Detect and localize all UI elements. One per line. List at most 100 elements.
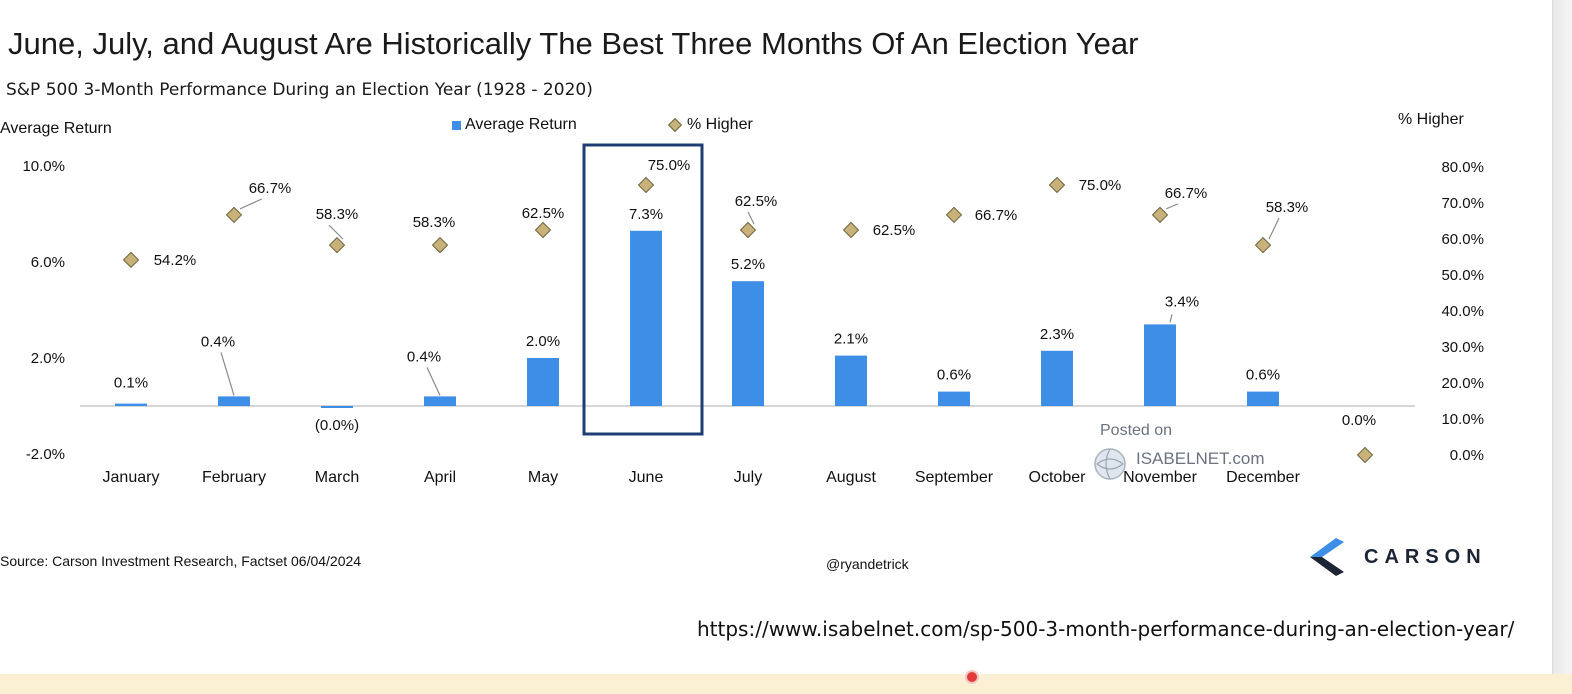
percent-higher-label: 75.0% bbox=[1079, 177, 1122, 194]
record-indicator-icon bbox=[965, 670, 979, 684]
percent-higher-marker bbox=[945, 206, 963, 224]
x-tick-label: November bbox=[1123, 469, 1197, 486]
bar-value-label: 0.6% bbox=[1246, 367, 1280, 384]
right-tick-label: 30.0% bbox=[1441, 339, 1484, 356]
average-return-bar bbox=[321, 406, 353, 408]
percent-higher-label: 0.0% bbox=[1342, 412, 1376, 429]
x-tick-label: December bbox=[1226, 469, 1300, 486]
average-return-bar bbox=[1144, 324, 1176, 406]
percent-higher-marker bbox=[225, 206, 243, 224]
right-tick-label: 60.0% bbox=[1441, 231, 1484, 248]
percent-higher-label: 75.0% bbox=[648, 157, 691, 174]
right-tick-label: 40.0% bbox=[1441, 303, 1484, 320]
left-tick-label: 2.0% bbox=[31, 350, 65, 367]
bar-value-label: 2.0% bbox=[526, 333, 560, 350]
legend-percent-higher: % Higher bbox=[667, 116, 753, 134]
average-return-bar bbox=[1041, 350, 1073, 406]
bar-value-label: (0.0%) bbox=[315, 417, 359, 434]
percent-higher-label: 62.5% bbox=[735, 193, 778, 210]
x-tick-label: October bbox=[1029, 469, 1087, 486]
percent-higher-label: 58.3% bbox=[316, 206, 359, 223]
bar-label-leader bbox=[220, 352, 235, 396]
average-return-bar bbox=[630, 230, 662, 406]
window-scrollbar[interactable] bbox=[1552, 0, 1572, 674]
percent-higher-label: 58.3% bbox=[413, 214, 456, 231]
bar-label-leader bbox=[1169, 314, 1173, 323]
percent-higher-marker bbox=[739, 221, 757, 239]
bar-label-leader bbox=[426, 367, 441, 396]
marker-label-leader bbox=[1268, 217, 1280, 240]
average-return-bar bbox=[1247, 391, 1279, 406]
bar-value-label: 7.3% bbox=[629, 206, 663, 223]
percent-higher-label: 66.7% bbox=[249, 180, 292, 197]
left-axis-title: Average Return bbox=[0, 120, 112, 137]
percent-higher-marker bbox=[1254, 236, 1272, 254]
bar-value-label: 3.4% bbox=[1165, 293, 1199, 310]
player-bottom-strip bbox=[0, 674, 1572, 694]
x-tick-label: January bbox=[103, 469, 160, 486]
percent-higher-marker bbox=[431, 236, 449, 254]
average-return-bar bbox=[115, 403, 147, 406]
x-tick-label: August bbox=[826, 469, 876, 486]
marker-label-leader bbox=[328, 224, 344, 240]
source-url[interactable]: https://www.isabelnet.com/sp-500-3-month… bbox=[697, 617, 1515, 641]
bar-value-label: 2.1% bbox=[834, 331, 868, 348]
percent-higher-label: 62.5% bbox=[522, 205, 565, 222]
june-highlight-box bbox=[582, 143, 704, 436]
average-return-bar bbox=[424, 396, 456, 406]
legend-bar-swatch bbox=[452, 120, 461, 130]
percent-higher-label: 62.5% bbox=[873, 222, 916, 239]
percent-higher-label: 58.3% bbox=[1266, 199, 1309, 216]
percent-higher-marker bbox=[842, 221, 860, 239]
average-return-bar bbox=[835, 355, 867, 406]
right-tick-label: 0.0% bbox=[1450, 447, 1484, 464]
percent-higher-label: 54.2% bbox=[154, 252, 197, 269]
carson-chevron-icon bbox=[1310, 538, 1344, 576]
bar-value-label: 0.1% bbox=[114, 375, 148, 392]
bar-value-label: 0.4% bbox=[201, 333, 235, 350]
x-tick-label: April bbox=[424, 469, 456, 486]
percent-higher-marker bbox=[534, 221, 552, 239]
percent-higher-label: 66.7% bbox=[1165, 185, 1208, 202]
average-return-bar bbox=[527, 358, 559, 406]
x-tick-label: September bbox=[915, 469, 994, 486]
bar-value-label: 5.2% bbox=[731, 256, 765, 273]
x-tick-label: May bbox=[528, 469, 558, 486]
bar-value-label: 2.3% bbox=[1040, 326, 1074, 343]
legend-average-return: Average Return bbox=[452, 116, 577, 134]
x-tick-label: June bbox=[629, 469, 664, 486]
percent-higher-marker bbox=[1048, 176, 1066, 194]
bar-value-label: 0.4% bbox=[407, 348, 441, 365]
marker-label-leader bbox=[239, 198, 263, 210]
percent-higher-marker bbox=[1356, 446, 1374, 464]
chart-title: June, July, and August Are Historically … bbox=[8, 26, 1139, 61]
author-handle: @ryandetrick bbox=[826, 556, 909, 572]
legend-average-return-label: Average Return bbox=[465, 116, 577, 133]
left-tick-label: -2.0% bbox=[26, 446, 65, 463]
legend-percent-higher-label: % Higher bbox=[687, 116, 753, 133]
average-return-bar bbox=[938, 391, 970, 406]
marker-label-leader bbox=[747, 211, 755, 225]
percent-higher-marker bbox=[637, 176, 655, 194]
average-return-bar bbox=[732, 281, 764, 406]
bar-value-label: 0.6% bbox=[937, 367, 971, 384]
x-tick-label: March bbox=[315, 469, 359, 486]
percent-higher-marker bbox=[328, 236, 346, 254]
right-axis-title: % Higher bbox=[1398, 111, 1464, 128]
percent-higher-marker bbox=[1151, 206, 1169, 224]
watermark-site-text: ISABELNET.com bbox=[1136, 449, 1265, 468]
chart-subtitle: S&P 500 3-Month Performance During an El… bbox=[6, 80, 593, 100]
watermark-posted-text: Posted on bbox=[1100, 422, 1173, 439]
left-tick-label: 6.0% bbox=[31, 254, 65, 271]
carson-wordmark: CARSON bbox=[1364, 545, 1487, 568]
x-tick-label: February bbox=[202, 469, 266, 486]
globe-icon bbox=[1094, 448, 1126, 480]
right-tick-label: 50.0% bbox=[1441, 267, 1484, 284]
marker-label-leader bbox=[1165, 203, 1179, 210]
percent-higher-label: 66.7% bbox=[975, 207, 1018, 224]
x-tick-label: July bbox=[734, 469, 762, 486]
right-tick-label: 20.0% bbox=[1441, 375, 1484, 392]
right-tick-label: 80.0% bbox=[1441, 159, 1484, 176]
percent-higher-marker bbox=[122, 251, 140, 269]
